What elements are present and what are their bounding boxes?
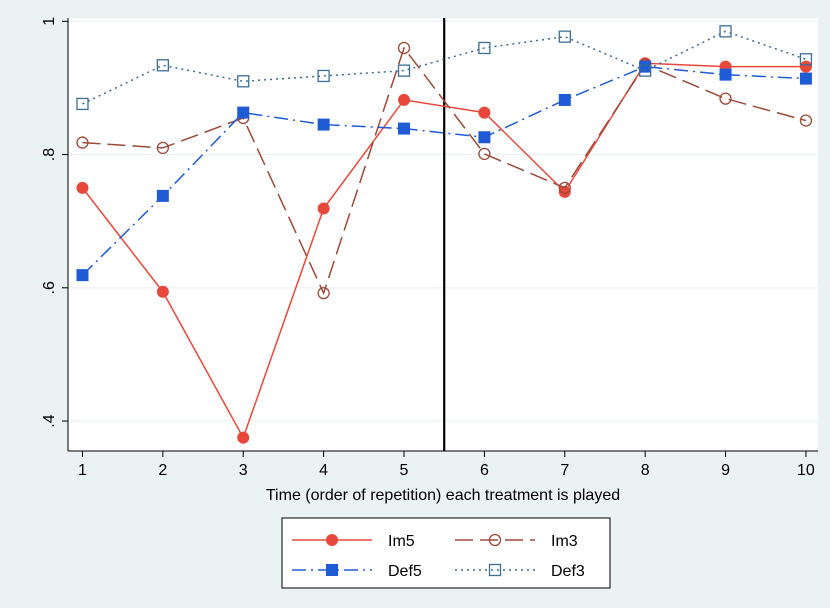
series-group — [76, 25, 813, 444]
data-point-def5 — [558, 93, 571, 106]
data-point-def3 — [397, 64, 411, 77]
data-point-def3 — [639, 64, 652, 77]
data-point-im5 — [398, 93, 411, 106]
x-tick-label: 6 — [480, 462, 489, 479]
x-tick-label: 3 — [239, 462, 248, 479]
y-tick-label: .8 — [41, 148, 58, 161]
legend-items: Im5 Im3 Def5 Def3 — [292, 533, 585, 580]
data-point-im3 — [799, 114, 813, 127]
data-point-def5 — [76, 269, 89, 282]
x-tick-label: 1 — [78, 462, 87, 479]
y-ticks: .4 .6 .8 1 — [41, 17, 68, 428]
x-tick-label: 9 — [721, 462, 730, 479]
series-line-im3 — [82, 46, 807, 296]
x-tick-label: 4 — [319, 462, 328, 479]
data-point-def5 — [237, 106, 250, 119]
legend-label-def5: Def5 — [388, 563, 422, 580]
data-point-im3 — [317, 286, 330, 300]
series-im5 — [76, 57, 812, 444]
axes — [67, 18, 818, 452]
y-tick-label: .6 — [41, 281, 58, 294]
data-point-def3 — [317, 69, 330, 83]
x-ticks: 1 2 3 4 5 6 7 8 9 10 — [78, 451, 815, 479]
data-point-def3 — [799, 53, 813, 66]
data-point-im3 — [558, 181, 571, 195]
series-def5 — [76, 60, 812, 282]
legend-label-im5: Im5 — [388, 533, 415, 550]
data-point-def3 — [76, 97, 89, 111]
x-axis-title: Time (order of repetition) each treatmen… — [266, 487, 620, 504]
x-tick-label: 7 — [560, 462, 569, 479]
x-tick-label: 5 — [400, 462, 409, 479]
data-point-im5 — [317, 202, 330, 215]
data-point-def3 — [719, 25, 732, 38]
series-im3 — [76, 41, 813, 300]
data-point-im5 — [237, 431, 250, 444]
x-tick-label: 2 — [158, 462, 167, 479]
data-point-def3 — [237, 75, 250, 88]
data-point-im5 — [76, 181, 89, 194]
legend-marker-def3 — [488, 563, 502, 577]
data-point-def5 — [719, 68, 732, 81]
x-tick-label: 8 — [641, 462, 650, 479]
legend-label-im3: Im3 — [551, 533, 578, 550]
data-point-im5 — [156, 285, 169, 298]
data-point-def3 — [558, 30, 571, 43]
data-point-im3 — [719, 92, 732, 105]
data-point-im5 — [558, 185, 571, 198]
legend-marker-def5 — [326, 564, 338, 576]
data-point-def5 — [799, 72, 812, 85]
series-def3 — [76, 25, 813, 111]
plot-area — [68, 18, 818, 451]
series-line-im5 — [81, 62, 806, 440]
data-point-im3 — [76, 136, 89, 149]
series-line-def5 — [81, 65, 806, 276]
y-tick-label: .4 — [41, 414, 58, 427]
data-point-def5 — [478, 131, 491, 144]
data-point-def3 — [478, 41, 491, 55]
legend-box — [281, 517, 611, 589]
data-point-def3 — [156, 59, 170, 72]
legend-label-def3: Def3 — [551, 563, 585, 580]
data-point-im5 — [799, 60, 812, 73]
y-tick-label: 1 — [41, 17, 58, 26]
grid-lines — [68, 20, 818, 422]
data-point-im3 — [397, 41, 411, 55]
data-point-def5 — [398, 122, 411, 135]
legend-marker-im5 — [326, 534, 338, 546]
legend: Im5 Im3 Def5 Def3 — [281, 517, 611, 589]
data-point-im3 — [478, 147, 491, 161]
data-point-im3 — [156, 141, 170, 155]
data-point-def5 — [156, 189, 169, 202]
data-point-def5 — [639, 60, 652, 73]
x-tick-label: 10 — [797, 462, 815, 479]
data-point-def5 — [317, 118, 330, 131]
data-point-im5 — [478, 106, 491, 119]
legend-marker-im3 — [488, 533, 502, 547]
